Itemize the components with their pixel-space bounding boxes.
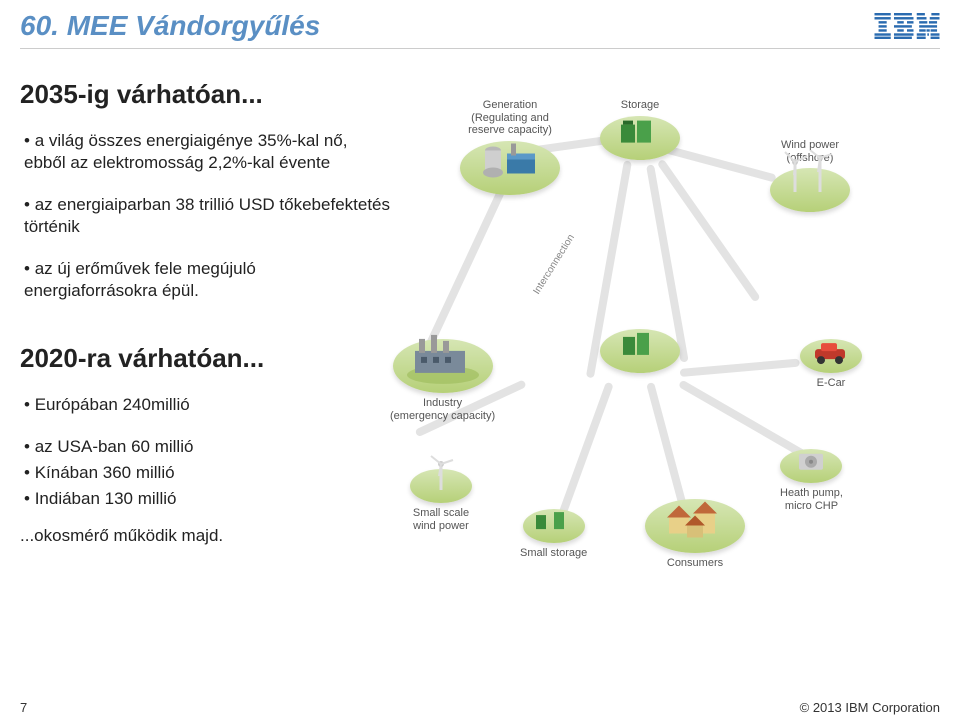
- slide-content: 2035-ig várhatóan... a világ összes ener…: [0, 49, 960, 629]
- bullet-item: az új erőművek fele megújuló energiaforr…: [20, 258, 390, 302]
- section-2020-bullets: Európában 240millió az USA-ban 60 millió…: [20, 394, 390, 510]
- node-generation: Generation(Regulating andreserve capacit…: [460, 99, 560, 195]
- node-plate: [600, 116, 680, 160]
- node-plate: [645, 499, 745, 553]
- node-heatpump: Heath pump,micro CHP: [780, 449, 843, 512]
- wind-turbine-icon: [780, 150, 840, 200]
- section-2035-bullets: a világ összes energiaigénye 35%-kal nő,…: [20, 130, 390, 303]
- node-plate: [460, 141, 560, 195]
- slide-footer: 7 © 2013 IBM Corporation: [20, 700, 940, 715]
- node-windpower: Wind power(offshore): [770, 139, 850, 212]
- bullet-item: a világ összes energiaigénye 35%-kal nő,…: [20, 130, 390, 174]
- copyright-text: © 2013 IBM Corporation: [800, 700, 940, 715]
- node-smallstorage: Small storage: [520, 509, 587, 560]
- node-plate: [600, 329, 680, 373]
- section-2035-title: 2035-ig várhatóan...: [20, 79, 390, 110]
- bullet-item: az energiaiparban 38 trillió USD tőkebef…: [20, 194, 390, 238]
- storage-icon: [615, 114, 665, 150]
- node-label: Small scalewind power: [413, 507, 469, 532]
- node-label: Consumers: [667, 557, 723, 570]
- left-column: 2035-ig várhatóan... a világ összes ener…: [20, 49, 400, 629]
- storage-icon: [617, 329, 663, 363]
- node-storage: Storage: [600, 99, 680, 160]
- right-column: Interconnection Generation(Regulating an…: [400, 49, 940, 629]
- interconnection-label: Interconnection: [531, 233, 577, 297]
- bullet-item: az USA-ban 60 millió: [20, 436, 390, 458]
- heatpump-icon: [791, 448, 831, 476]
- node-plate: [393, 339, 493, 393]
- node-plate: [523, 509, 585, 543]
- power-plant-icon: [475, 135, 545, 185]
- node-plate: [410, 469, 472, 503]
- car-icon: [809, 339, 853, 365]
- node-smallwind: Small scalewind power: [410, 469, 472, 532]
- slide-header: 60. MEE Vándorgyűlés: [0, 0, 960, 48]
- page-number: 7: [20, 700, 27, 715]
- node-ecar: E-Car: [800, 339, 862, 390]
- bullet-item: Kínában 360 millió: [20, 462, 390, 484]
- connection-line: [555, 382, 614, 526]
- node-label: E-Car: [817, 377, 846, 390]
- node-label: Industry(emergency capacity): [390, 397, 495, 422]
- storage-small-icon: [536, 509, 572, 535]
- bullet-item: Európában 240millió: [20, 394, 390, 416]
- industry-icon: [403, 331, 483, 385]
- houses-icon: [655, 494, 735, 544]
- slide-title: 60. MEE Vándorgyűlés: [20, 10, 320, 42]
- node-label: Small storage: [520, 547, 587, 560]
- section-2020-title: 2020-ra várhatóan...: [20, 343, 390, 374]
- node-label: Generation(Regulating andreserve capacit…: [468, 99, 552, 137]
- node-label: Heath pump,micro CHP: [780, 487, 843, 512]
- node-subhub: [600, 329, 680, 373]
- ibm-logo: [874, 13, 940, 39]
- node-plate: [770, 168, 850, 212]
- node-label: Storage: [621, 99, 660, 112]
- node-plate: [780, 449, 842, 483]
- node-industry: Industry(emergency capacity): [390, 339, 495, 422]
- energy-diagram: Interconnection Generation(Regulating an…: [400, 69, 920, 629]
- wind-small-icon: [421, 454, 461, 494]
- bullet-item: Indiában 130 millió: [20, 488, 390, 510]
- node-plate: [800, 339, 862, 373]
- connection-line: [680, 359, 800, 377]
- section-2020-closing: ...okosmérő működik majd.: [20, 526, 390, 546]
- node-consumers: Consumers: [645, 499, 745, 570]
